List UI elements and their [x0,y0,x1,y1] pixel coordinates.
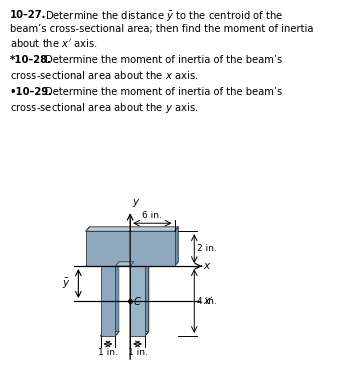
Polygon shape [86,231,175,266]
Text: 4 in.: 4 in. [197,296,217,306]
Text: beam’s cross-sectional area; then find the moment of inertia: beam’s cross-sectional area; then find t… [10,24,314,34]
Polygon shape [100,266,116,336]
Polygon shape [134,262,149,331]
Text: $\bar{y}$: $\bar{y}$ [62,277,71,291]
Text: 2 in.: 2 in. [197,244,217,253]
Text: $x'$: $x'$ [203,295,214,307]
Text: 1 in.: 1 in. [128,348,147,357]
Polygon shape [130,266,145,336]
Polygon shape [116,262,134,266]
Text: Determine the distance $\bar{y}$ to the centroid of the: Determine the distance $\bar{y}$ to the … [46,10,284,24]
Text: about the $x'$ axis.: about the $x'$ axis. [10,38,98,49]
Polygon shape [86,227,178,231]
Text: •10–29.: •10–29. [10,87,53,97]
Text: 6 in.: 6 in. [142,211,162,220]
Polygon shape [175,227,178,266]
Text: 10–27.: 10–27. [10,10,47,20]
Text: cross-sectional area about the $y$ axis.: cross-sectional area about the $y$ axis. [10,101,198,115]
Polygon shape [145,262,149,336]
Polygon shape [104,262,119,331]
Text: 1 in.: 1 in. [98,348,118,357]
Text: Determine the moment of inertia of the beam’s: Determine the moment of inertia of the b… [46,87,283,97]
Text: cross-sectional area about the $x$ axis.: cross-sectional area about the $x$ axis. [10,69,198,81]
Polygon shape [90,227,178,262]
Text: $C$: $C$ [133,295,141,307]
Text: $y$: $y$ [132,196,140,208]
Polygon shape [130,331,149,336]
Polygon shape [100,331,119,336]
Text: $x$: $x$ [203,261,212,271]
Text: Determine the moment of inertia of the beam’s: Determine the moment of inertia of the b… [46,55,283,65]
Text: *10–28.: *10–28. [10,55,52,65]
